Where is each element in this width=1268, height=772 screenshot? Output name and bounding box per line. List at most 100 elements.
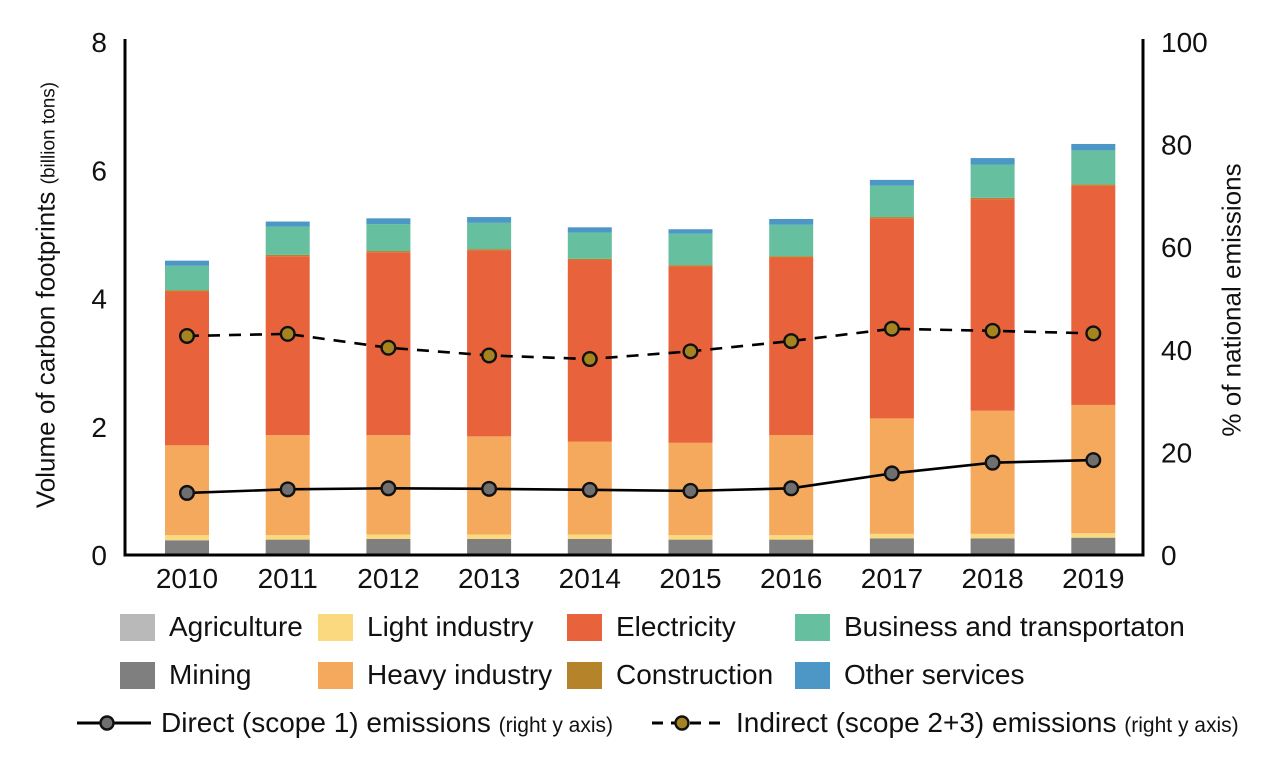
bar-segment-other-services-2012[interactable] (366, 218, 411, 225)
right-axis-tick-40: 40 (1161, 335, 1192, 366)
legend-swatch-icon (795, 661, 830, 689)
bar-segment-mining-2011[interactable] (265, 539, 310, 554)
right-axis-tick-0: 0 (1161, 540, 1177, 571)
bar-segment-heavy-industry-2019[interactable] (1071, 404, 1116, 534)
line-legend-item-indirect[interactable]: Indirect (scope 2+3) emissions (right y … (650, 706, 1239, 740)
legend-item-construction[interactable]: Construction (567, 659, 773, 690)
bar-segment-light-industry-2010[interactable] (165, 535, 209, 541)
bar-segment-mining-2017[interactable] (869, 538, 914, 554)
legend-item-light-industry[interactable]: Light industry (318, 611, 534, 642)
bar-segment-construction-2010[interactable] (165, 290, 209, 292)
bar-segment-construction-2018[interactable] (970, 197, 1015, 200)
bar-segment-light-industry-2014[interactable] (567, 534, 612, 539)
bar-segment-mining-2016[interactable] (769, 539, 814, 554)
marker-indirect-2011[interactable] (279, 325, 296, 342)
bar-segment-other-services-2019[interactable] (1071, 143, 1116, 151)
bar-segment-other-services-2014[interactable] (567, 227, 612, 233)
marker-direct-2019[interactable] (1085, 452, 1102, 469)
bar-segment-construction-2017[interactable] (869, 217, 914, 219)
marker-indirect-2015[interactable] (682, 343, 699, 360)
legend-item-electricity[interactable]: Electricity (567, 611, 736, 642)
bar-segment-other-services-2013[interactable] (467, 217, 512, 223)
bar-segment-construction-2019[interactable] (1071, 184, 1116, 186)
marker-direct-2018[interactable] (984, 454, 1001, 471)
line-legend-label: Indirect (scope 2+3) emissions (right y … (736, 707, 1239, 738)
bar-segment-electricity-2019[interactable] (1071, 185, 1116, 405)
marker-direct-2013[interactable] (481, 480, 498, 497)
bar-segment-light-industry-2012[interactable] (366, 534, 411, 539)
bar-segment-other-services-2015[interactable] (668, 229, 713, 234)
legend-item-mining[interactable]: Mining (120, 659, 251, 690)
bar-segment-electricity-2011[interactable] (265, 256, 310, 436)
bar-segment-mining-2013[interactable] (467, 538, 512, 554)
marker-direct-2015[interactable] (682, 482, 699, 499)
bar-segment-electricity-2018[interactable] (970, 199, 1015, 411)
marker-direct-2014[interactable] (581, 481, 598, 498)
bar-segment-construction-2012[interactable] (366, 251, 411, 253)
bar-segment-light-industry-2017[interactable] (869, 533, 914, 539)
marker-indirect-2019[interactable] (1085, 325, 1102, 342)
bar-segment-construction-2014[interactable] (567, 258, 612, 261)
solid-line-sample-icon (77, 715, 151, 731)
x-axis-label-2014: 2014 (559, 563, 621, 594)
bar-segment-business-and-transportaton-2016[interactable] (769, 224, 814, 257)
bar-segment-business-and-transportaton-2017[interactable] (869, 185, 914, 218)
bar-segment-mining-2015[interactable] (668, 539, 713, 554)
bar-segment-other-services-2016[interactable] (769, 218, 814, 225)
legend-item-agriculture[interactable]: Agriculture (120, 611, 303, 642)
bar-segment-heavy-industry-2018[interactable] (970, 410, 1015, 534)
legend-swatch-icon (318, 661, 353, 689)
bar-segment-light-industry-2015[interactable] (668, 535, 713, 540)
bar-segment-electricity-2013[interactable] (467, 250, 512, 437)
bar-segment-mining-2012[interactable] (366, 538, 411, 554)
bar-segment-construction-2011[interactable] (265, 254, 310, 257)
bar-segment-construction-2013[interactable] (467, 249, 512, 251)
line-legend-item-direct[interactable]: Direct (scope 1) emissions (right y axis… (75, 706, 613, 740)
marker-indirect-2013[interactable] (481, 347, 498, 364)
bar-segment-business-and-transportaton-2013[interactable] (467, 222, 512, 250)
bar-segment-business-and-transportaton-2014[interactable] (567, 232, 612, 259)
bar-segment-mining-2019[interactable] (1071, 537, 1116, 554)
legend-item-heavy-industry[interactable]: Heavy industry (318, 659, 552, 690)
bar-segment-mining-2010[interactable] (165, 540, 209, 554)
marker-indirect-2014[interactable] (581, 351, 598, 368)
legend-item-business-and-transportaton[interactable]: Business and transportaton (795, 611, 1185, 642)
bar-segment-electricity-2017[interactable] (869, 218, 914, 419)
marker-indirect-2010[interactable] (178, 327, 195, 344)
marker-indirect-2018[interactable] (984, 322, 1001, 339)
bar-segment-construction-2016[interactable] (769, 256, 814, 258)
bar-segment-electricity-2010[interactable] (165, 291, 209, 446)
bar-segment-business-and-transportaton-2011[interactable] (265, 226, 310, 255)
x-axis-label-2016: 2016 (760, 563, 822, 594)
bar-segment-other-services-2010[interactable] (165, 260, 209, 266)
bar-segment-other-services-2018[interactable] (970, 158, 1015, 165)
marker-indirect-2016[interactable] (783, 333, 800, 350)
bar-segment-business-and-transportaton-2010[interactable] (165, 265, 209, 291)
marker-direct-2011[interactable] (279, 481, 296, 498)
bar-segment-other-services-2017[interactable] (869, 179, 914, 186)
marker-indirect-2017[interactable] (883, 320, 900, 337)
bar-segment-light-industry-2019[interactable] (1071, 533, 1116, 538)
bar-segment-mining-2018[interactable] (970, 538, 1015, 554)
marker-direct-2017[interactable] (883, 465, 900, 482)
legend-item-other-services[interactable]: Other services (795, 659, 1025, 690)
bar-segment-business-and-transportaton-2012[interactable] (366, 224, 411, 252)
bar-segment-light-industry-2016[interactable] (769, 535, 814, 540)
marker-direct-2010[interactable] (178, 484, 195, 501)
right-axis-tick-100: 100 (1161, 27, 1208, 58)
bar-segment-mining-2014[interactable] (567, 538, 612, 554)
bar-segment-construction-2015[interactable] (668, 265, 713, 267)
x-axis-label-2012: 2012 (357, 563, 419, 594)
bar-segment-light-industry-2018[interactable] (970, 533, 1015, 539)
bar-segment-business-and-transportaton-2015[interactable] (668, 233, 713, 266)
marker-indirect-2012[interactable] (380, 339, 397, 356)
marker-direct-2012[interactable] (380, 480, 397, 497)
bar-segment-other-services-2011[interactable] (265, 221, 310, 227)
bar-segment-business-and-transportaton-2018[interactable] (970, 164, 1015, 198)
marker-direct-2016[interactable] (783, 480, 800, 497)
bar-segment-light-industry-2011[interactable] (265, 535, 310, 540)
bar-segment-light-industry-2013[interactable] (467, 534, 512, 539)
bar-segment-electricity-2014[interactable] (567, 260, 612, 442)
bar-segment-business-and-transportaton-2019[interactable] (1071, 150, 1116, 185)
